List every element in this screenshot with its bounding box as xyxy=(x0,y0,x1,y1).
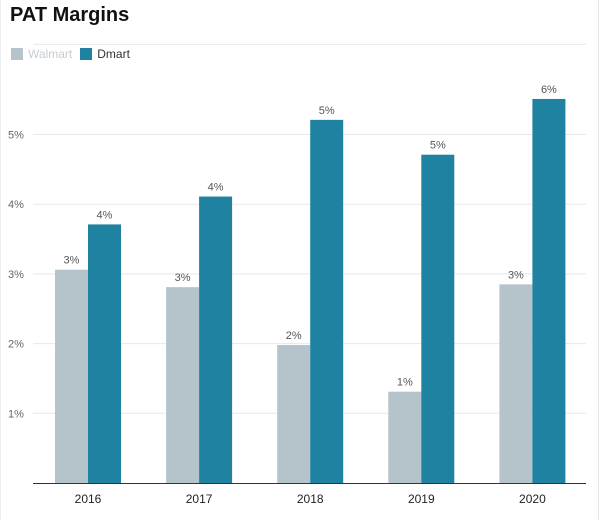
bar-dmart-2016 xyxy=(88,224,121,483)
chart-legend: Walmart Dmart xyxy=(11,47,138,61)
bar-dmart-2017 xyxy=(199,196,233,483)
data-label-walmart-2018: 2% xyxy=(286,330,302,342)
legend-swatch-dmart xyxy=(80,48,93,60)
legend-item-dmart[interactable]: Dmart xyxy=(80,47,130,61)
data-label-walmart-2017: 3% xyxy=(175,272,191,284)
bar-walmart-2019 xyxy=(388,391,422,483)
x-tick-label: 2019 xyxy=(408,492,435,506)
bar-walmart-2017 xyxy=(166,287,200,483)
bar-dmart-2018 xyxy=(310,119,344,483)
x-tick-label: 2020 xyxy=(519,492,546,506)
bar-dmart-2019 xyxy=(421,154,455,483)
data-label-walmart-2016: 3% xyxy=(64,255,80,267)
legend-label-walmart: Walmart xyxy=(28,47,73,61)
y-tick-label: 1% xyxy=(8,408,24,420)
x-tick-label: 2017 xyxy=(186,492,213,506)
bar-walmart-2018 xyxy=(277,344,311,483)
data-label-dmart-2016: 4% xyxy=(97,209,113,221)
legend-label-dmart: Dmart xyxy=(97,47,130,61)
data-label-walmart-2020: 3% xyxy=(508,269,524,281)
data-label-dmart-2019: 5% xyxy=(430,140,446,152)
legend-swatch-walmart xyxy=(11,48,23,60)
data-label-dmart-2020: 6% xyxy=(541,84,557,96)
data-label-dmart-2018: 5% xyxy=(319,105,335,117)
data-label-walmart-2019: 1% xyxy=(397,377,413,389)
y-tick-label: 5% xyxy=(8,130,24,142)
x-tick-label: 2016 xyxy=(75,492,102,506)
x-tick-label: 2018 xyxy=(297,492,324,506)
bar-dmart-2020 xyxy=(532,98,566,483)
data-label-dmart-2017: 4% xyxy=(208,182,224,194)
y-tick-label: 2% xyxy=(8,339,24,351)
y-tick-label: 3% xyxy=(8,269,24,281)
y-tick-label: 4% xyxy=(8,199,24,211)
chart-title: PAT Margins xyxy=(10,4,130,26)
bar-walmart-2020 xyxy=(499,284,533,483)
legend-item-walmart[interactable]: Walmart xyxy=(11,47,72,61)
bar-walmart-2016 xyxy=(55,269,88,483)
